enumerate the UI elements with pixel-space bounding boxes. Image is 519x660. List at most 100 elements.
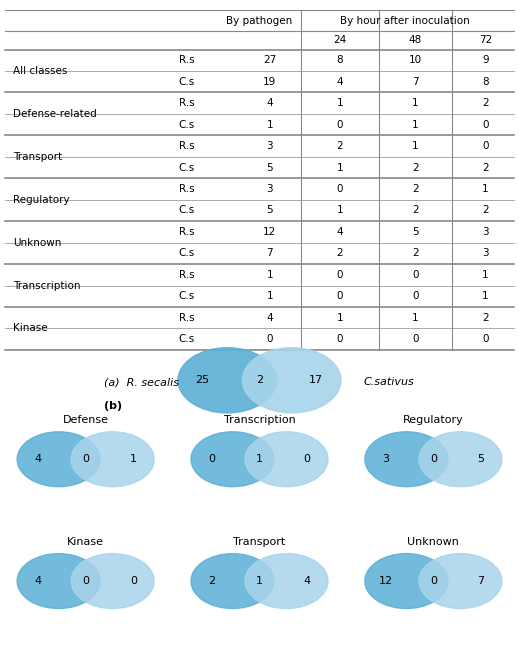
Text: R.s: R.s xyxy=(179,141,195,151)
Text: 1: 1 xyxy=(267,291,273,301)
Text: (b): (b) xyxy=(104,401,122,411)
Text: 17: 17 xyxy=(309,376,323,385)
Text: 0: 0 xyxy=(337,119,343,129)
Text: Defense-related: Defense-related xyxy=(13,109,97,119)
Text: C.s: C.s xyxy=(179,119,195,129)
Text: Regulatory: Regulatory xyxy=(403,414,464,425)
Text: 1: 1 xyxy=(256,576,263,586)
Text: C.s: C.s xyxy=(179,334,195,344)
Circle shape xyxy=(71,432,154,486)
Text: By pathogen: By pathogen xyxy=(226,16,293,26)
Text: 4: 4 xyxy=(337,227,343,237)
Text: 0: 0 xyxy=(267,334,273,344)
Text: 7: 7 xyxy=(477,576,485,586)
Text: 0: 0 xyxy=(304,454,311,464)
Text: 4: 4 xyxy=(267,313,273,323)
Text: All classes: All classes xyxy=(13,66,67,76)
Text: 2: 2 xyxy=(412,248,418,258)
Text: 8: 8 xyxy=(337,55,343,65)
Circle shape xyxy=(242,348,341,413)
Text: 4: 4 xyxy=(304,576,311,586)
Text: 0: 0 xyxy=(208,454,215,464)
Text: 1: 1 xyxy=(482,184,488,194)
Text: 24: 24 xyxy=(333,36,347,46)
Text: 2: 2 xyxy=(412,184,418,194)
Circle shape xyxy=(365,554,448,609)
Text: 4: 4 xyxy=(337,77,343,86)
Text: Unknown: Unknown xyxy=(13,238,61,248)
Circle shape xyxy=(17,432,100,486)
Text: 1: 1 xyxy=(337,205,343,215)
Text: 0: 0 xyxy=(412,291,418,301)
Text: 0: 0 xyxy=(130,576,137,586)
Text: 3: 3 xyxy=(382,454,389,464)
Text: Defense: Defense xyxy=(63,414,108,425)
Text: 0: 0 xyxy=(482,141,488,151)
Text: 1: 1 xyxy=(482,270,488,280)
Text: C.s: C.s xyxy=(179,162,195,172)
Text: C.s: C.s xyxy=(179,77,195,86)
Text: 7: 7 xyxy=(412,77,418,86)
Text: R.s: R.s xyxy=(179,184,195,194)
Text: R.s: R.s xyxy=(179,270,195,280)
Text: Transport: Transport xyxy=(13,152,62,162)
Text: 4: 4 xyxy=(34,576,42,586)
Text: 2: 2 xyxy=(482,98,488,108)
Text: 1: 1 xyxy=(412,119,418,129)
Text: 0: 0 xyxy=(412,270,418,280)
Text: 2: 2 xyxy=(412,162,418,172)
Text: 0: 0 xyxy=(82,576,89,586)
Text: 2: 2 xyxy=(412,205,418,215)
Text: 2: 2 xyxy=(256,376,263,385)
Text: 2: 2 xyxy=(482,313,488,323)
Text: 2: 2 xyxy=(482,205,488,215)
Text: R.s: R.s xyxy=(179,313,195,323)
Text: 2: 2 xyxy=(337,248,343,258)
Text: R.s: R.s xyxy=(179,98,195,108)
Text: 1: 1 xyxy=(412,98,418,108)
Text: R.s: R.s xyxy=(179,227,195,237)
Text: C.s: C.s xyxy=(179,205,195,215)
Text: 1: 1 xyxy=(267,119,273,129)
Text: 9: 9 xyxy=(482,55,488,65)
Text: 0: 0 xyxy=(430,576,437,586)
Text: Unknown: Unknown xyxy=(407,537,459,546)
Circle shape xyxy=(419,554,502,609)
Text: 10: 10 xyxy=(408,55,422,65)
Text: 0: 0 xyxy=(337,334,343,344)
Text: R.s: R.s xyxy=(179,55,195,65)
Text: 3: 3 xyxy=(267,141,273,151)
Text: 5: 5 xyxy=(267,162,273,172)
Text: 2: 2 xyxy=(208,576,215,586)
Text: 25: 25 xyxy=(196,376,210,385)
Text: 1: 1 xyxy=(256,454,263,464)
Text: 1: 1 xyxy=(412,141,418,151)
Text: 1: 1 xyxy=(337,98,343,108)
Text: C.s: C.s xyxy=(179,291,195,301)
Text: 12: 12 xyxy=(263,227,277,237)
Text: 2: 2 xyxy=(337,141,343,151)
Text: C.s: C.s xyxy=(179,248,195,258)
Text: 0: 0 xyxy=(337,184,343,194)
Text: 27: 27 xyxy=(263,55,277,65)
Text: Transcription: Transcription xyxy=(224,414,295,425)
Circle shape xyxy=(245,554,328,609)
Text: 1: 1 xyxy=(412,313,418,323)
Circle shape xyxy=(365,432,448,486)
Text: 0: 0 xyxy=(430,454,437,464)
Text: Transcription: Transcription xyxy=(13,280,80,290)
Circle shape xyxy=(71,554,154,609)
Text: 72: 72 xyxy=(479,36,492,46)
Text: 19: 19 xyxy=(263,77,277,86)
Text: By hour after inoculation: By hour after inoculation xyxy=(340,16,470,26)
Text: 7: 7 xyxy=(267,248,273,258)
Text: 1: 1 xyxy=(130,454,137,464)
Text: Kinase: Kinase xyxy=(67,537,104,546)
Text: 0: 0 xyxy=(482,119,488,129)
Text: C.sativus: C.sativus xyxy=(363,377,414,387)
Text: 3: 3 xyxy=(482,227,488,237)
Circle shape xyxy=(245,432,328,486)
Circle shape xyxy=(191,432,274,486)
Text: 0: 0 xyxy=(482,334,488,344)
Circle shape xyxy=(191,554,274,609)
